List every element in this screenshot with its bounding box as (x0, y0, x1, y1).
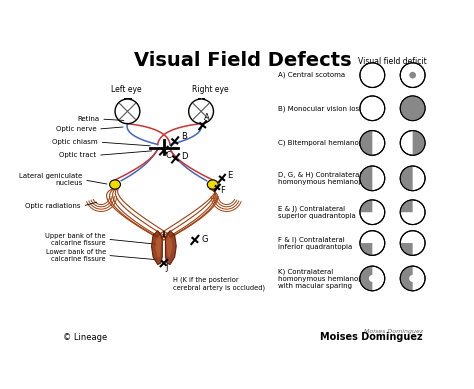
Circle shape (400, 131, 425, 155)
Circle shape (409, 275, 416, 282)
Text: Optic tract: Optic tract (59, 152, 96, 158)
Text: Moises Dominguez: Moises Dominguez (320, 332, 423, 342)
Text: A) Central scotoma: A) Central scotoma (278, 72, 345, 79)
Text: E & J) Contralateral
superior quadrantopia: E & J) Contralateral superior quadrantop… (278, 205, 356, 219)
Circle shape (400, 266, 425, 291)
Text: K) Contralateral
homonymous hemianopia
with macular sparing: K) Contralateral homonymous hemianopia w… (278, 268, 369, 289)
Wedge shape (401, 200, 413, 212)
Polygon shape (165, 231, 176, 265)
Circle shape (360, 266, 385, 291)
Polygon shape (152, 231, 162, 265)
Text: Optic radiations: Optic radiations (26, 203, 81, 209)
Text: Left eye: Left eye (110, 85, 141, 94)
Text: C: C (165, 151, 171, 160)
Polygon shape (155, 235, 162, 257)
Wedge shape (401, 243, 413, 255)
Text: A: A (204, 113, 210, 122)
Text: Retina: Retina (77, 116, 100, 122)
Text: C) Bitemporal hemianopia: C) Bitemporal hemianopia (278, 140, 369, 146)
Text: E: E (227, 171, 232, 180)
Circle shape (360, 131, 385, 155)
Text: Lower bank of the
calcarine fissure: Lower bank of the calcarine fissure (46, 249, 106, 262)
Text: Lateral geniculate
nucleus: Lateral geniculate nucleus (19, 173, 82, 186)
Text: D, G, & H) Contralateral
homonymous hemianopia: D, G, & H) Contralateral homonymous hemi… (278, 172, 369, 185)
Text: J: J (165, 263, 168, 272)
Text: © Lineage: © Lineage (63, 333, 108, 342)
Circle shape (360, 96, 385, 121)
Ellipse shape (109, 180, 120, 189)
Text: Visual Field Defects: Visual Field Defects (134, 51, 352, 70)
Circle shape (400, 231, 425, 255)
Wedge shape (360, 166, 373, 190)
Text: Right eye: Right eye (192, 85, 228, 94)
Text: Upper bank of the
calcarine fissure: Upper bank of the calcarine fissure (45, 233, 106, 246)
Wedge shape (360, 266, 373, 291)
Text: Optic nerve: Optic nerve (56, 126, 96, 132)
Circle shape (360, 231, 385, 255)
Text: Visual field deficit: Visual field deficit (358, 58, 427, 67)
Text: G: G (201, 235, 208, 244)
Text: F & I) Contralateral
inferior quadrantopia: F & I) Contralateral inferior quadrantop… (278, 236, 352, 250)
Circle shape (410, 72, 416, 79)
Text: H (K if the posterior
cerebral artery is occluded): H (K if the posterior cerebral artery is… (173, 277, 265, 291)
Wedge shape (413, 131, 425, 155)
Circle shape (400, 96, 425, 121)
Circle shape (400, 166, 425, 191)
Text: B) Monocular vision loss: B) Monocular vision loss (278, 105, 363, 112)
Circle shape (360, 166, 385, 191)
Wedge shape (401, 166, 413, 190)
Text: Moises Dominguez: Moises Dominguez (364, 329, 423, 334)
Wedge shape (360, 200, 373, 212)
Wedge shape (401, 266, 413, 291)
Text: D: D (181, 152, 187, 161)
Text: Optic chiasm: Optic chiasm (52, 139, 98, 145)
Circle shape (401, 96, 425, 120)
Circle shape (400, 63, 425, 88)
Text: F: F (220, 186, 225, 195)
Wedge shape (360, 131, 373, 155)
Text: B: B (181, 132, 187, 141)
Circle shape (360, 63, 385, 88)
Circle shape (400, 200, 425, 224)
Polygon shape (166, 235, 173, 257)
Circle shape (360, 200, 385, 224)
Ellipse shape (207, 180, 218, 189)
Wedge shape (360, 243, 373, 255)
Circle shape (369, 275, 376, 282)
